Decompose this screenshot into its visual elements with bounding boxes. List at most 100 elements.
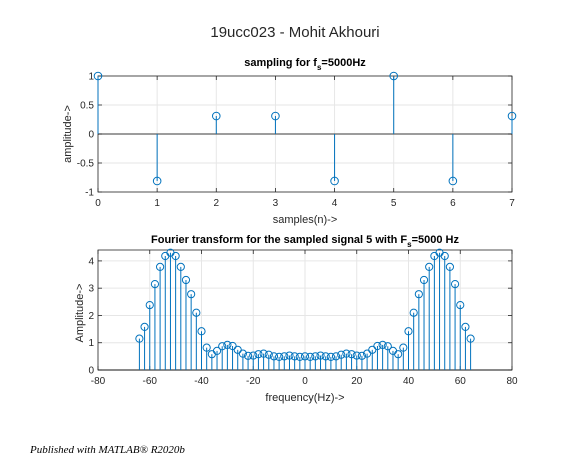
stem-marker — [264, 350, 273, 359]
stem-marker — [321, 352, 330, 361]
y-tick-label: 0.5 — [80, 101, 94, 112]
stem-marker — [254, 350, 263, 359]
x-tick-label: 1 — [154, 198, 160, 209]
stem-marker — [342, 349, 351, 358]
stem-marker — [140, 322, 149, 332]
stem-marker — [295, 352, 304, 362]
stem-marker — [259, 349, 268, 358]
stem-marker — [425, 262, 434, 272]
subplot-fourier-title: Fourier transform for the sampled signal… — [151, 234, 459, 249]
stem-marker — [378, 340, 387, 350]
stem-marker — [271, 111, 280, 121]
y-tick-label: 0 — [88, 130, 94, 141]
x-tick-label: -40 — [194, 376, 209, 387]
x-tick-label: 4 — [332, 198, 338, 209]
subplot-sampling-title: sampling for fs=5000Hz — [244, 57, 366, 72]
subplot-fourier-xlabel: frequency(Hz)-> — [265, 392, 344, 404]
stem-marker — [228, 341, 237, 351]
stem-marker — [233, 345, 242, 354]
stem-marker — [373, 341, 382, 351]
x-tick-label: 7 — [509, 198, 515, 209]
x-tick-label: -20 — [246, 376, 261, 387]
y-tick-label: -0.5 — [77, 159, 95, 170]
y-tick-label: 1 — [88, 338, 94, 349]
x-tick-label: 0 — [302, 376, 308, 387]
stem-marker — [135, 334, 144, 343]
stem-marker — [389, 71, 399, 81]
subplot-fourier: Fourier transform for the sampled signal… — [74, 234, 518, 404]
stem-marker — [218, 342, 227, 351]
stem-marker — [306, 352, 315, 362]
subplot-fourier-ylabel: Amplitude-> — [74, 283, 86, 342]
y-tick-label: 0 — [88, 366, 94, 377]
y-tick-label: 2 — [88, 311, 94, 322]
stem-marker — [197, 327, 206, 336]
x-tick-label: 3 — [273, 198, 279, 209]
y-tick-label: -1 — [85, 188, 94, 199]
subplot-sampling-xlabel: samples(n)-> — [273, 214, 338, 226]
stem-marker — [249, 351, 258, 360]
stem-marker — [445, 262, 454, 272]
stem-marker — [383, 342, 392, 351]
stem-marker — [275, 352, 284, 362]
stem-marker — [300, 352, 310, 361]
stem-marker — [352, 351, 361, 360]
stem-marker — [326, 352, 335, 362]
stem-marker — [316, 351, 325, 360]
stem-marker — [93, 71, 103, 81]
stem-marker — [211, 111, 221, 121]
stem-marker — [440, 251, 449, 261]
stem-marker — [181, 275, 191, 285]
stem-marker — [337, 350, 346, 359]
stem-marker — [152, 176, 162, 186]
stem-marker — [150, 279, 160, 289]
stem-marker — [466, 334, 475, 343]
stem-marker — [330, 176, 339, 186]
stem-marker — [212, 346, 222, 356]
x-tick-label: 80 — [506, 376, 518, 387]
x-tick-label: -60 — [143, 376, 158, 387]
stem-marker — [223, 340, 232, 350]
stem-marker — [347, 350, 356, 359]
y-tick-label: 1 — [88, 72, 94, 83]
stem-marker — [243, 351, 253, 360]
matlab-publish-footer: Published with MATLAB® R2020b — [30, 444, 185, 456]
x-tick-label: 60 — [455, 376, 467, 387]
stem-marker — [404, 327, 413, 336]
stem-marker — [202, 343, 211, 352]
stem-marker — [461, 322, 470, 332]
stem-marker — [507, 111, 517, 121]
subplot-sampling: sampling for fs=5000Hz 0 1 2 3 4 5 6 7 -1 -0.5 0 0.… — [62, 57, 517, 226]
stem-marker — [269, 352, 279, 361]
x-tick-label: 6 — [450, 198, 456, 209]
stem-marker — [285, 351, 294, 360]
x-tick-label: 2 — [214, 198, 220, 209]
stem-marker — [331, 352, 341, 361]
subplot-sampling-ylabel: amplitude-> — [62, 105, 74, 163]
stem-marker — [448, 176, 458, 186]
stem-marker — [394, 350, 403, 359]
stem-marker — [156, 262, 165, 272]
x-tick-label: 0 — [95, 198, 101, 209]
x-tick-label: -80 — [91, 376, 106, 387]
stem-marker — [368, 345, 377, 354]
stem-marker — [176, 262, 185, 272]
stem-marker — [419, 275, 429, 285]
y-tick-label: 3 — [88, 284, 94, 295]
stem-marker — [399, 343, 408, 352]
stem-marker — [311, 352, 320, 361]
stem-marker — [450, 279, 460, 289]
stem-marker — [290, 352, 299, 361]
stem-marker — [171, 251, 180, 261]
figure-suptitle: 19ucc023 - Mohit Akhouri — [210, 24, 379, 41]
stem-marker — [187, 290, 196, 299]
x-tick-label: 5 — [391, 198, 397, 209]
y-tick-label: 4 — [88, 256, 94, 267]
stem-marker — [238, 349, 247, 358]
stem-marker — [456, 300, 465, 310]
x-tick-label: 20 — [351, 376, 363, 387]
stem-marker — [280, 352, 289, 361]
stem-marker — [409, 308, 418, 317]
stem-marker — [414, 290, 423, 299]
